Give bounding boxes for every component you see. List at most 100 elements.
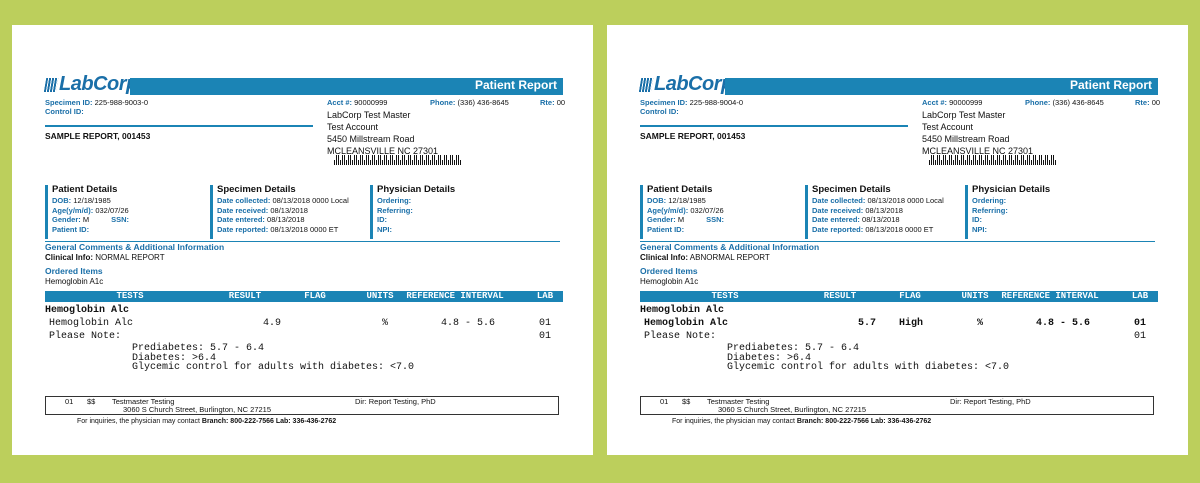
barcode-bar xyxy=(1009,155,1010,165)
field-label: ID: xyxy=(972,215,982,224)
value: 00 xyxy=(556,98,566,107)
cell-result: 5.7 xyxy=(857,318,877,329)
barcode-bar xyxy=(400,160,401,165)
barcode-bar xyxy=(418,160,419,165)
barcode-bar xyxy=(975,155,976,165)
control-id: Control ID: xyxy=(640,107,679,116)
barcode-bar xyxy=(422,155,423,165)
cell-lab: 01 xyxy=(538,318,552,329)
field-label: SSN: xyxy=(111,215,130,224)
field-label: Age(y/m/d): xyxy=(647,205,689,215)
clinical-info: Clinical Info: ABNORMAL REPORT xyxy=(640,253,770,262)
field-label: Patient ID: xyxy=(52,224,90,234)
barcode-bar xyxy=(356,155,357,165)
barcode-bar xyxy=(957,155,958,165)
field-value: 032/07/26 xyxy=(690,205,724,215)
cell-reference: 4.8 - 5.6 xyxy=(1035,318,1091,329)
field: NPI: xyxy=(377,225,392,235)
barcode-bar xyxy=(460,160,461,165)
barcode-bar xyxy=(983,160,984,165)
field-value: 12/18/1985 xyxy=(668,196,706,205)
barcode-bar xyxy=(380,155,381,165)
barcode-bar xyxy=(955,155,956,165)
barcode-bar xyxy=(434,155,435,165)
value: 90000999 xyxy=(354,98,388,107)
barcode-bar xyxy=(340,160,341,165)
barcode-bar xyxy=(352,160,353,165)
contact: Branch: 800-222-7566 Lab: 336-436-2762 xyxy=(201,418,337,425)
field: Date entered: 08/13/2018 xyxy=(812,215,900,225)
barcode-bar xyxy=(1025,160,1026,165)
address-line: Test Account xyxy=(327,122,379,132)
field-label: Age(y/m/d): xyxy=(52,205,94,215)
section-title: Specimen Details xyxy=(217,184,296,195)
field: Ordering: xyxy=(377,196,411,206)
section-title: Physician Details xyxy=(377,184,456,195)
field-value: 12/18/1985 xyxy=(73,196,111,205)
note: Diabetes: >6.4 xyxy=(727,352,812,364)
barcode-bar xyxy=(436,160,437,165)
barcode-bar xyxy=(963,155,964,165)
divider xyxy=(45,125,313,127)
field: Date collected: 08/13/2018 0000 Local xyxy=(812,196,944,206)
barcode-bar xyxy=(1039,155,1040,165)
barcode-bar xyxy=(390,155,391,165)
ordered-title: Ordered Items xyxy=(45,266,103,276)
field-label: Date entered: xyxy=(812,215,860,224)
table-header: TESTS RESULT FLAG UNITS REFERENCE INTERVAL LA… xyxy=(640,291,1158,302)
barcode-bar xyxy=(416,155,417,165)
address-line: MCLEANSVILLE NC 27301 xyxy=(327,146,439,156)
label: Phone: xyxy=(1025,98,1051,107)
barcode-bar xyxy=(336,155,337,165)
barcode-bar xyxy=(941,160,942,165)
label: Acct #: xyxy=(327,98,353,107)
barcode-bar xyxy=(404,155,405,165)
label: Clinical Info: xyxy=(640,253,688,262)
barcode-bar xyxy=(1045,155,1046,165)
barcode-bar xyxy=(959,160,960,165)
cell-test: Please Note: xyxy=(49,331,122,342)
barcode-bar xyxy=(1023,155,1024,165)
value: 90000999 xyxy=(949,98,983,107)
barcode-bar xyxy=(348,155,349,165)
logo-icon xyxy=(638,77,654,92)
cell-test: Please Note: xyxy=(644,331,717,342)
field: Date reported: 08/13/2018 0000 ET xyxy=(217,225,338,235)
barcode-bar xyxy=(1035,155,1036,165)
barcode-bar xyxy=(376,160,377,165)
barcode-bar xyxy=(438,155,439,165)
specimen-id: Specimen ID: 225-988-9003-0 xyxy=(45,98,148,108)
barcode-bar xyxy=(414,155,415,165)
text: For inquiries, the physician may contact xyxy=(672,418,795,425)
footer-box xyxy=(45,396,559,415)
field-label: DOB: xyxy=(647,196,667,205)
field-label: NPI: xyxy=(972,224,987,234)
cell-lab: 01 xyxy=(538,331,552,342)
field: Referring: xyxy=(972,205,1008,216)
barcode-bar xyxy=(1043,160,1044,165)
field: NPI: xyxy=(972,224,987,235)
barcode-bar xyxy=(971,160,972,165)
barcode-bar xyxy=(362,155,363,165)
note: Diabetes: >6.4 xyxy=(132,352,217,364)
barcode-bar xyxy=(973,155,974,165)
barcode-bar xyxy=(945,155,946,165)
barcode-bar xyxy=(368,155,369,165)
value: NORMAL REPORT xyxy=(95,253,165,262)
barcode-bar xyxy=(1049,160,1050,165)
barcode-bar xyxy=(939,155,940,165)
barcode-bar xyxy=(931,155,932,165)
specimen-id: Specimen ID: 225-988-9004-0 xyxy=(640,98,743,108)
barcode-bar xyxy=(1047,155,1048,165)
barcode-bar xyxy=(1027,155,1028,165)
barcode-bar xyxy=(1001,160,1002,165)
barcode-bar xyxy=(1041,155,1042,165)
barcode-bar xyxy=(935,160,936,165)
field-label: Referring: xyxy=(972,205,1008,215)
field-label: Patient ID: xyxy=(647,224,685,234)
footer-box xyxy=(640,396,1154,415)
barcode-bar xyxy=(999,155,1000,165)
label: Specimen ID: xyxy=(640,98,688,107)
comments-title: General Comments & Additional Informatio… xyxy=(640,242,820,252)
barcode-bar xyxy=(458,155,459,165)
